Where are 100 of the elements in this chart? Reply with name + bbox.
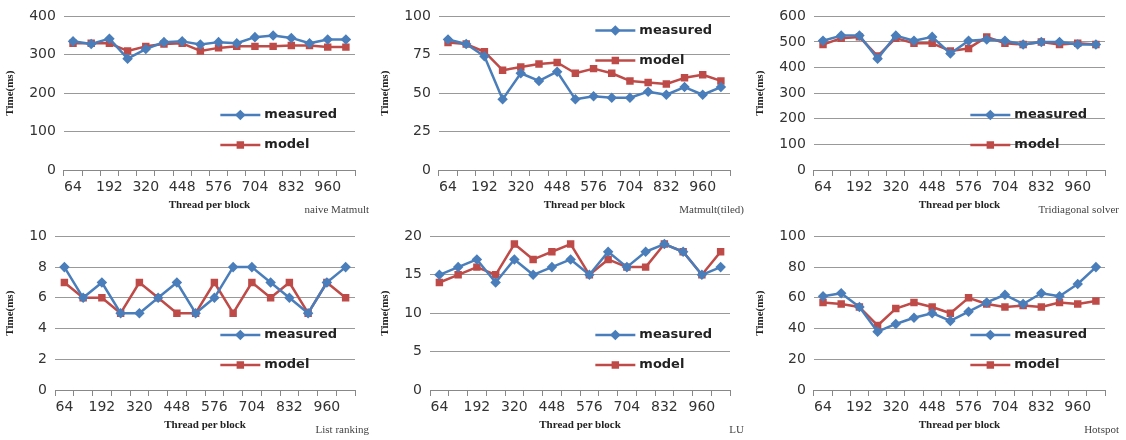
x-tick-label: 576 [955,398,982,415]
text: Hotspot [1084,423,1119,436]
legend-label: measured [639,326,713,342]
legend-label: model [264,136,310,152]
x-axis-title: Thread per block [543,198,627,211]
legend-label: measured [1014,106,1088,122]
x-tick-label: 64 [814,398,833,415]
x-tick-label: 192 [463,398,491,415]
x-tick-label: 576 [580,178,607,195]
x-tick-label: 64 [430,398,449,415]
x-tick-label: 64 [64,178,83,195]
legend-label: model [1014,136,1060,152]
x-tick-label: 832 [651,398,678,415]
legend-label: model [639,356,685,372]
x-tick-label: 704 [991,178,1019,195]
x-tick-label: 320 [882,398,910,415]
y-tick-label: 2 [38,349,48,366]
x-tick-label: 448 [543,178,571,195]
y-tick-label: 4 [38,319,48,336]
legend-label: measured [639,21,713,37]
y-tick-label: 0 [422,160,431,177]
x-tick-label: 448 [918,398,946,415]
y-axis-title: Time(ms) [378,290,392,336]
text: Tridiagonal solver [1038,203,1120,216]
x-axis-title: Thread per block [539,418,622,431]
x-tick-label: 576 [205,178,232,195]
y-tick-label: 600 [779,7,806,24]
x-axis-title: Thread per block [918,418,1002,431]
y-tick-label: 0 [797,380,806,397]
y-tick-label: 200 [779,109,806,126]
y-tick-label: 50 [413,83,431,100]
y-axis-title: Time(ms) [378,70,392,116]
x-axis-title: Thread per block [918,198,1002,211]
x-tick-label: 832 [1027,178,1055,195]
x-tick-label: 960 [1064,398,1092,415]
y-axis-title: Time(ms) [3,290,17,336]
y-tick-label: 25 [413,122,431,139]
x-tick-label: 960 [313,398,341,415]
x-axis-title: Thread per block [168,198,252,211]
text: naive Matmult [304,203,369,216]
y-tick-label: 60 [788,288,806,305]
x-tick-label: 704 [238,398,266,415]
x-tick-label: 704 [241,178,269,195]
y-tick-label: 40 [788,319,806,336]
y-tick-label: 10 [29,227,48,244]
y-tick-label: 6 [38,288,48,305]
y-tick-label: 15 [404,265,423,282]
y-tick-label: 0 [47,160,56,177]
y-tick-label: 5 [413,342,423,359]
y-tick-label: 400 [29,7,56,24]
x-tick-label: 832 [652,178,680,195]
y-tick-label: 200 [29,83,56,100]
x-tick-label: 832 [276,398,303,415]
y-tick-label: 100 [779,227,806,244]
x-tick-label: 576 [201,398,228,415]
x-tick-label: 192 [96,178,123,195]
x-tick-label: 320 [126,398,153,415]
x-tick-label: 64 [814,178,833,195]
x-axis-title: Thread per block [164,418,247,431]
y-tick-label: 0 [797,160,806,177]
y-tick-label: 100 [404,7,431,24]
y-axis-title: Time(ms) [3,70,17,116]
legend-label: model [264,356,310,372]
y-tick-label: 0 [413,380,423,397]
legend-label: model [639,51,685,67]
y-tick-label: 8 [38,257,48,274]
y-tick-label: 20 [404,227,423,244]
x-tick-label: 832 [1027,398,1055,415]
y-tick-label: 20 [788,349,806,366]
x-tick-label: 704 [613,398,641,415]
legend-label: measured [264,326,338,342]
y-tick-label: 100 [779,135,806,152]
x-tick-label: 320 [507,178,535,195]
text: List ranking [315,423,370,436]
x-tick-label: 832 [277,178,305,195]
x-tick-label: 576 [955,178,982,195]
x-tick-label: 960 [1064,178,1092,195]
x-tick-label: 448 [918,178,946,195]
x-tick-label: 192 [471,178,498,195]
x-tick-label: 960 [688,398,716,415]
x-tick-label: 704 [616,178,644,195]
x-tick-label: 960 [314,178,342,195]
x-tick-label: 448 [538,398,566,415]
x-tick-label: 320 [882,178,910,195]
x-tick-label: 704 [991,398,1019,415]
x-tick-label: 64 [55,398,74,415]
y-tick-label: 400 [779,58,806,75]
y-tick-label: 75 [413,45,431,62]
y-axis-title: Time(ms) [753,290,767,336]
legend-label: measured [1014,326,1088,342]
y-axis-title: Time(ms) [753,70,767,116]
y-tick-label: 300 [29,45,56,62]
x-tick-label: 576 [576,398,603,415]
x-tick-label: 320 [501,398,528,415]
y-tick-label: 300 [779,83,806,100]
x-tick-label: 320 [132,178,160,195]
y-tick-label: 80 [788,257,806,274]
y-tick-label: 500 [779,32,806,49]
x-tick-label: 192 [88,398,116,415]
x-tick-label: 192 [846,398,873,415]
